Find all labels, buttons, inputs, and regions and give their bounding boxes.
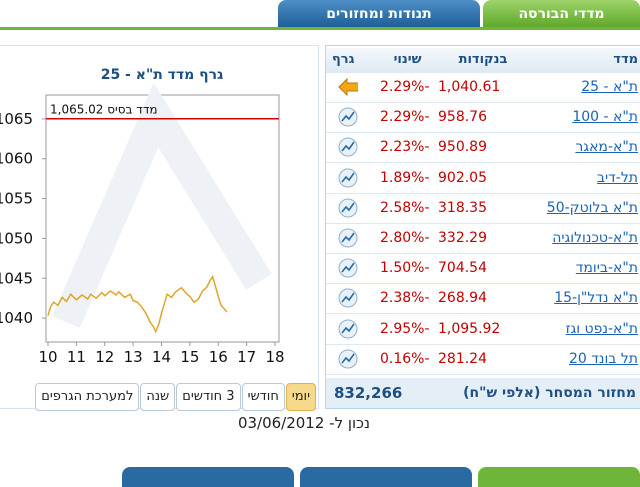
- bottom-tab[interactable]: [122, 467, 294, 487]
- index-points: 332.29: [438, 230, 487, 246]
- header-cell: מדד: [613, 52, 638, 67]
- y-tick-label: 1050: [0, 229, 33, 247]
- index-points: 1,095.92: [438, 320, 501, 337]
- table-row: ת"א - 100 958.76 -2.29%: [326, 102, 640, 134]
- period-button[interactable]: יומי: [285, 383, 316, 411]
- updated-date: נכון ל- 03/06/2012: [237, 414, 370, 432]
- index-name[interactable]: תל-דיב: [596, 169, 638, 186]
- index-name[interactable]: ת"א - 100: [572, 109, 638, 126]
- tab-underline: [0, 27, 640, 30]
- base-label: מדד בסיס 1,065.02: [50, 103, 158, 117]
- table-header: מדד בנקודות שינוי גרף: [326, 48, 640, 73]
- table-row: ת"א-ביומד 704.54 -1.50%: [326, 253, 640, 285]
- x-tick-label: 10: [38, 348, 57, 366]
- table-row: ת"א-טכנולוגיה 332.29 -2.80%: [326, 223, 640, 254]
- period-button[interactable]: 3 חודשים: [176, 383, 241, 411]
- index-name[interactable]: ת"א-מאגר: [575, 139, 638, 156]
- turnover-value: 832,266: [334, 384, 403, 402]
- index-change: -2.29%: [380, 109, 430, 126]
- graph-icon[interactable]: [338, 349, 358, 369]
- graph-icon[interactable]: [338, 168, 358, 188]
- period-button[interactable]: למערכת הגרפים: [35, 383, 140, 411]
- index-change: -2.38%: [380, 290, 430, 307]
- index-change: -0.16%: [380, 350, 430, 367]
- y-tick-label: 1060: [0, 150, 33, 168]
- y-tick-label: 1045: [0, 269, 33, 287]
- graph-icon[interactable]: [338, 258, 358, 278]
- bottom-tab[interactable]: [478, 467, 640, 487]
- table-row: ת"א בלוטק-50 318.35 -2.58%: [326, 193, 640, 224]
- table-row: תל-דיב 902.05 -1.89%: [326, 163, 640, 194]
- index-points: 318.35: [438, 199, 487, 216]
- x-tick-label: 12: [95, 348, 114, 366]
- graph-icon[interactable]: [338, 228, 358, 248]
- index-points: 281.24: [438, 350, 487, 367]
- graph-icon[interactable]: [338, 288, 358, 308]
- period-selector: יומי חודשי 3 חודשים שנה למערכת הגרפים: [34, 383, 316, 411]
- index-name[interactable]: תל בונד 20: [568, 350, 638, 367]
- index-change: -2.95%: [380, 320, 430, 337]
- index-name[interactable]: ת"א נדל"ן-15: [554, 290, 638, 307]
- turnover-row: מחזור המסחר (אלפי ש"ח) 832,266: [326, 378, 640, 408]
- period-button[interactable]: שנה: [140, 383, 176, 411]
- turnover-label: מחזור המסחר (אלפי ש"ח): [463, 385, 636, 401]
- chart: גרף מדד ת"א - 25 1065 1060 1055 1050 1045 104…: [0, 67, 285, 366]
- graph-icon[interactable]: [338, 137, 358, 157]
- index-change: -2.23%: [380, 139, 430, 156]
- y-tick-label: 1040: [0, 309, 33, 327]
- index-name[interactable]: ת"א-נפט וגז: [565, 320, 638, 337]
- graph-icon[interactable]: [338, 107, 358, 127]
- index-name[interactable]: ת"א-ביומד: [575, 260, 638, 277]
- bottom-tab[interactable]: [300, 467, 472, 487]
- header-cell: שינוי: [393, 52, 422, 67]
- table-row: ת"א נדל"ן-15 268.94 -2.38%: [326, 283, 640, 315]
- x-tick-label: 13: [124, 348, 143, 366]
- y-tick-label: 1055: [0, 190, 33, 208]
- index-points: 1,040.61: [438, 79, 501, 95]
- index-name[interactable]: ת"א בלוטק-50: [546, 199, 638, 216]
- table-row: ת"א-מאגר 950.89 -2.23%: [326, 132, 640, 164]
- index-points: 958.76: [438, 109, 487, 126]
- tab[interactable]: תנודות ומחזורים: [278, 0, 480, 27]
- index-change: -1.50%: [380, 260, 430, 277]
- selected-arrow[interactable]: [338, 77, 358, 97]
- index-change: -2.80%: [380, 230, 430, 246]
- index-name[interactable]: ת"א-טכנולוגיה: [552, 230, 638, 246]
- header-cell: גרף: [332, 52, 355, 67]
- watermark: [52, 82, 272, 328]
- index-change: -2.58%: [380, 199, 430, 216]
- x-tick-label: 14: [152, 348, 171, 366]
- chart-title: גרף מדד ת"א - 25: [101, 67, 224, 83]
- index-points: 950.89: [438, 139, 487, 156]
- price-line: [47, 274, 228, 334]
- index-points: 268.94: [438, 290, 487, 307]
- header-cell: בנקודות: [458, 52, 508, 67]
- graph-icon[interactable]: [338, 198, 358, 218]
- index-change: -2.29%: [380, 79, 430, 95]
- table-row: תל בונד 20 281.24 -0.16%: [326, 344, 640, 375]
- x-tick-label: 18: [265, 348, 284, 366]
- x-tick-label: 15: [180, 348, 199, 366]
- x-tick-label: 17: [237, 348, 256, 366]
- period-button[interactable]: חודשי: [241, 383, 285, 411]
- graph-icon[interactable]: [338, 319, 358, 339]
- index-name[interactable]: ת"א - 25: [581, 79, 638, 95]
- index-points: 704.54: [438, 260, 487, 277]
- index-points: 902.05: [438, 169, 487, 186]
- y-tick-label: 1065: [0, 110, 33, 128]
- table-row: ת"א-נפט וגז 1,095.92 -2.95%: [326, 314, 640, 345]
- table-row: ת"א - 25 1,040.61 -2.29%: [326, 72, 640, 103]
- index-change: -1.89%: [380, 169, 430, 186]
- x-tick-label: 16: [209, 348, 228, 366]
- tab[interactable]: מדדי הבורסה: [483, 0, 640, 27]
- table-panel: [325, 45, 640, 409]
- x-tick-label: 11: [67, 348, 86, 366]
